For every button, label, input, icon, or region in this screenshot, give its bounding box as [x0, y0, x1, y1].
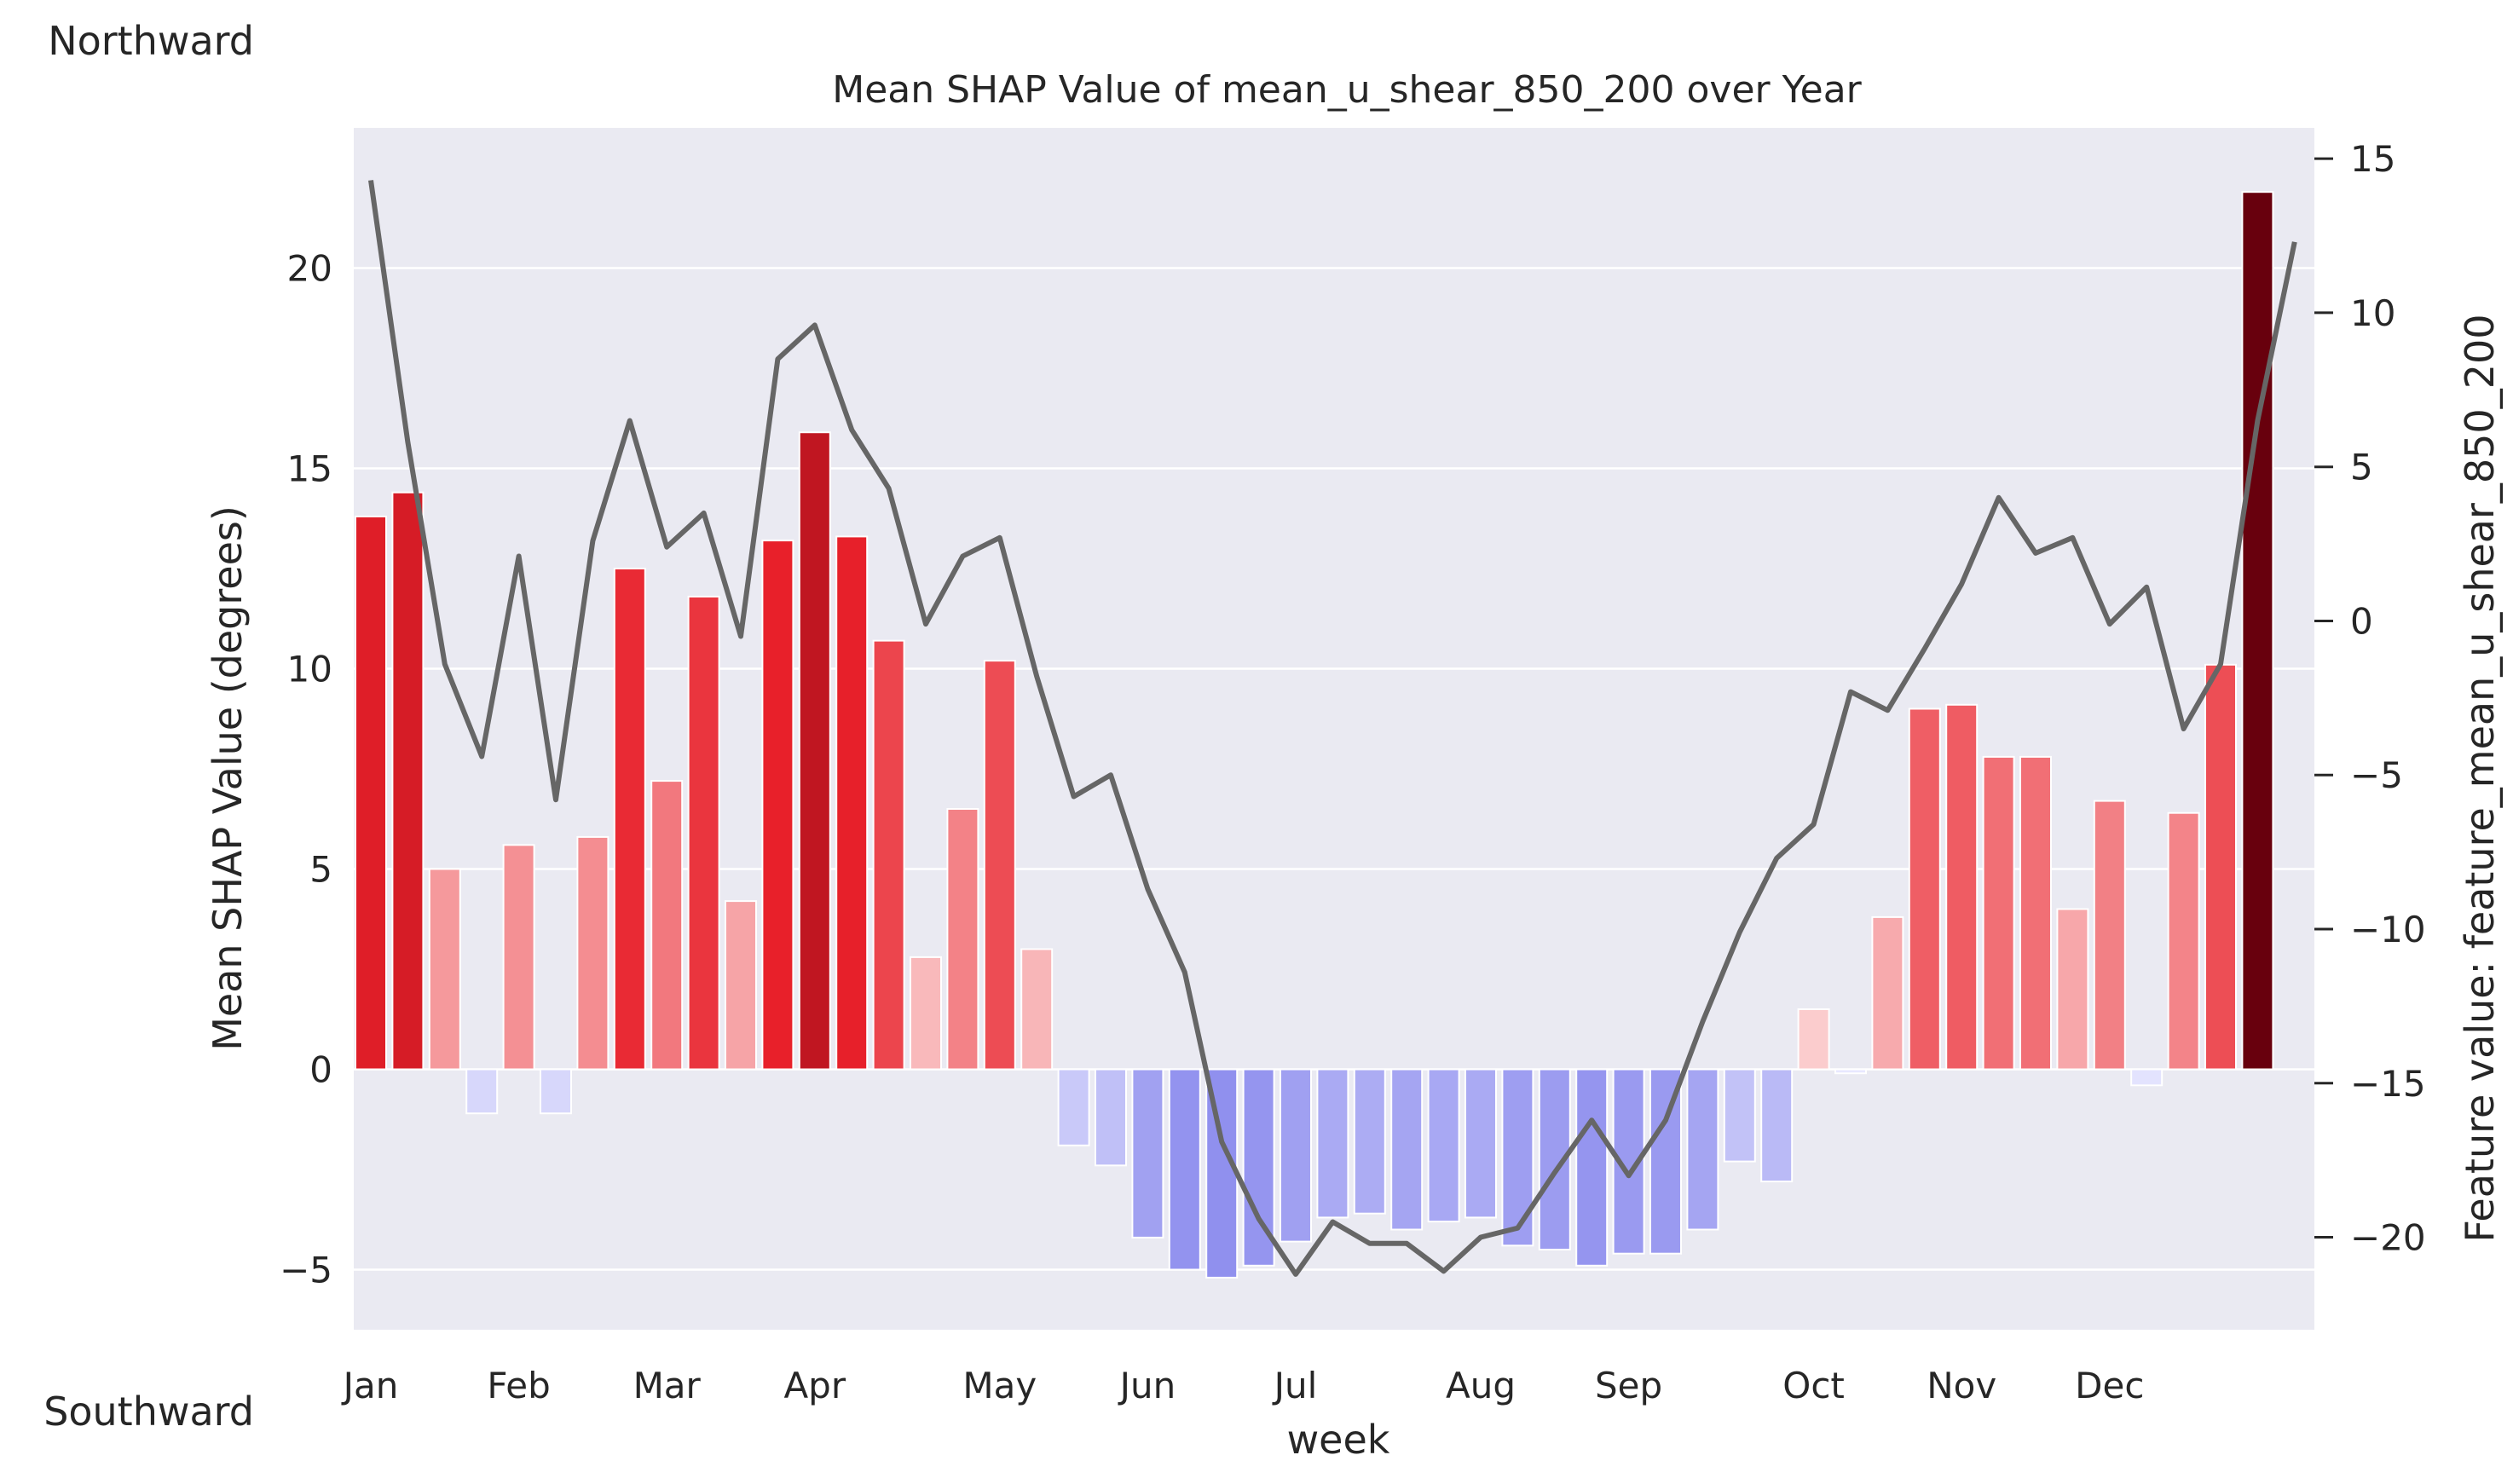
bar — [1020, 948, 1054, 1071]
x-tick-label: Mar — [633, 1365, 702, 1406]
bar — [650, 780, 684, 1071]
y-tick-label: 15 — [287, 448, 332, 490]
y-tick-label: −5 — [280, 1250, 332, 1291]
y2-tick-label: −5 — [2350, 754, 2403, 796]
bar — [428, 868, 461, 1071]
y-tick-label: 10 — [287, 649, 332, 690]
bar — [2019, 755, 2052, 1071]
bar — [1723, 1068, 1756, 1163]
bar — [687, 595, 720, 1071]
bar — [1464, 1068, 1497, 1219]
x-tick-label: Jun — [1118, 1365, 1176, 1406]
bar — [391, 491, 425, 1071]
y-axis-label: Mean SHAP Value (degrees) — [205, 505, 251, 1051]
bar — [1982, 755, 2015, 1071]
x-tick-label: Nov — [1927, 1365, 1996, 1406]
bar — [1908, 707, 1941, 1071]
bar — [910, 956, 942, 1071]
bar — [2241, 191, 2274, 1071]
bar — [1501, 1068, 1534, 1247]
bar — [2093, 800, 2126, 1071]
bar — [1316, 1068, 1349, 1219]
bar — [355, 515, 387, 1071]
bar — [946, 808, 979, 1071]
y2-axis-label: Feature value: feature_mean_u_shear_850_… — [2457, 314, 2503, 1242]
y2-tick-label: 15 — [2350, 138, 2395, 180]
bar — [2056, 908, 2089, 1071]
y2-tick-label: 0 — [2350, 600, 2373, 642]
bar — [2130, 1068, 2163, 1087]
bar — [1797, 1008, 1830, 1071]
bar-series — [355, 191, 2274, 1279]
bar — [1390, 1068, 1424, 1231]
bar — [725, 900, 757, 1071]
bar — [798, 431, 831, 1071]
bar — [761, 540, 794, 1071]
bar — [465, 1068, 499, 1115]
bar — [613, 568, 646, 1071]
y2-tick-label: −15 — [2350, 1063, 2426, 1105]
southward-annotation: Southward — [43, 1389, 254, 1435]
left-y-axis: −5 0 5 10 15 20 — [280, 248, 332, 1291]
feature-value-line — [368, 180, 2297, 1277]
y2-tick-label: 10 — [2350, 292, 2395, 334]
bar — [835, 535, 869, 1071]
bar — [576, 835, 609, 1071]
y2-tick-label: −20 — [2350, 1217, 2426, 1259]
bar — [502, 844, 535, 1071]
bar — [1760, 1068, 1794, 1183]
bar — [1871, 915, 1904, 1071]
bar — [1575, 1068, 1609, 1267]
x-tick-label: Feb — [487, 1365, 550, 1406]
chart-title: Mean SHAP Value of mean_u_shear_850_200 … — [832, 68, 1862, 112]
bar — [1353, 1068, 1386, 1215]
bar — [1280, 1068, 1312, 1243]
y-tick-label: 5 — [309, 849, 332, 891]
bar — [2204, 663, 2237, 1071]
x-axis-label: week — [1287, 1417, 1390, 1463]
bar — [872, 639, 905, 1071]
y-tick-label: 20 — [287, 248, 332, 290]
y2-tick-label: −10 — [2350, 909, 2426, 950]
y2-tick-label: 5 — [2350, 447, 2373, 488]
x-tick-label: Oct — [1782, 1365, 1845, 1406]
bar — [1168, 1068, 1201, 1271]
right-y-axis: −20 −15 −10 −5 0 5 10 15 — [2314, 138, 2426, 1259]
x-tick-label: Jul — [1272, 1365, 1318, 1406]
northward-annotation: Northward — [48, 18, 254, 64]
x-tick-label: Aug — [1446, 1365, 1516, 1406]
bar — [2167, 811, 2200, 1071]
bar — [1945, 703, 1979, 1071]
x-tick-label: Apr — [783, 1365, 846, 1406]
x-tick-label: Jan — [341, 1365, 399, 1406]
bar — [1095, 1068, 1127, 1167]
x-tick-label: Sep — [1595, 1365, 1662, 1406]
bar — [1131, 1068, 1164, 1239]
x-tick-label: Dec — [2075, 1365, 2144, 1406]
bar — [1686, 1068, 1719, 1231]
bar — [540, 1068, 572, 1115]
y-tick-label: 0 — [309, 1049, 332, 1091]
bar — [1834, 1068, 1867, 1075]
x-tick-label: May — [962, 1365, 1037, 1406]
x-axis: Jan Feb Mar Apr May Jun Jul Aug Sep Oct Nov Dec — [341, 1365, 2145, 1406]
bar — [1427, 1068, 1460, 1223]
bar — [1057, 1068, 1090, 1146]
bar — [983, 660, 1016, 1071]
